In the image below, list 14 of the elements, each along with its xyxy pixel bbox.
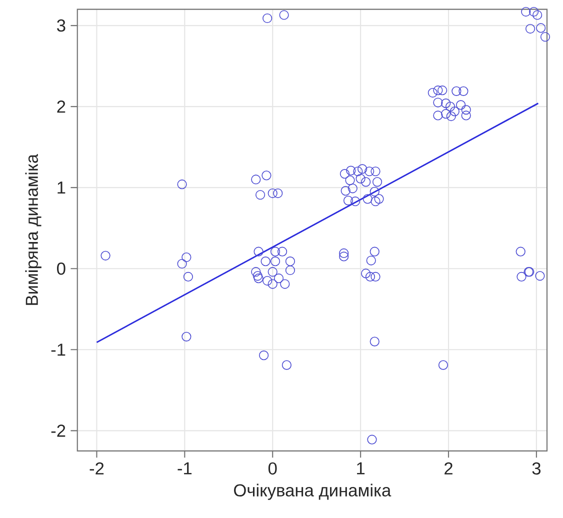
y-tick-label: 0 [57,262,66,275]
y-tick-label: 2 [57,100,66,113]
x-tick-label: 0 [268,462,277,475]
x-tick-label: 1 [357,462,365,474]
x-tick-label: 3 [532,462,541,475]
y-axis-title: Виміряна динаміка [25,154,42,306]
x-tick-label: -2 [90,462,104,475]
y-tick-label: -2 [51,424,66,437]
y-tick-label: 1 [58,182,66,194]
x-tick-label: 2 [444,462,452,475]
x-tick-label: -1 [178,462,192,474]
y-tick-label: 3 [57,20,66,32]
x-axis-title: Очікувана динаміка [234,484,392,500]
y-tick-label: -1 [51,344,66,356]
